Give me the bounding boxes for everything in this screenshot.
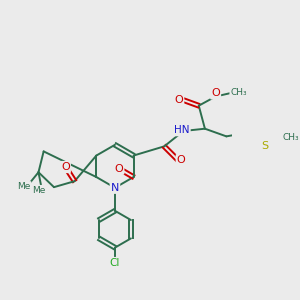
Text: Me: Me — [17, 182, 31, 191]
Text: O: O — [174, 94, 183, 104]
Text: O: O — [115, 164, 123, 174]
Text: HN: HN — [174, 125, 190, 135]
Text: CH₃: CH₃ — [230, 88, 247, 97]
Text: N: N — [111, 183, 119, 193]
Text: S: S — [261, 141, 268, 151]
Text: Cl: Cl — [110, 258, 120, 268]
Text: O: O — [61, 162, 70, 172]
Text: O: O — [211, 88, 220, 98]
Text: Me: Me — [32, 186, 46, 195]
Text: CH₃: CH₃ — [283, 133, 299, 142]
Text: O: O — [177, 155, 185, 165]
